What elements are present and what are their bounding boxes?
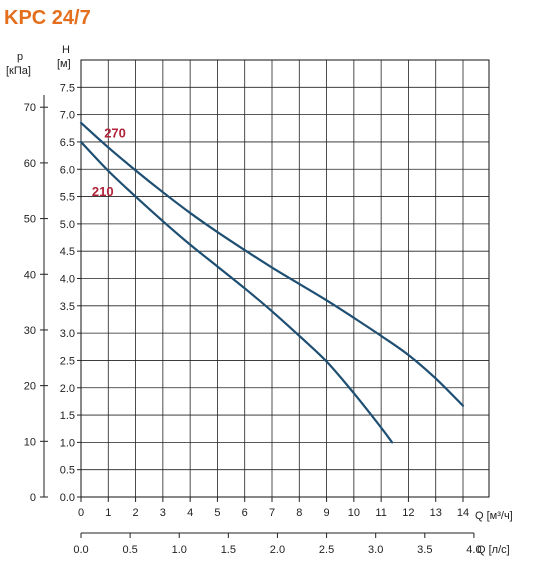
y2-tick-label: 10 [24, 436, 36, 448]
x2-tick-label: 2.0 [270, 544, 285, 556]
x2-tick-label: 2.5 [319, 544, 334, 556]
x2-tick-label: 3.0 [368, 544, 383, 556]
x-tick-label: 14 [457, 507, 469, 519]
y-tick-label: 3.0 [60, 328, 75, 340]
y-tick-label: 7.0 [60, 110, 75, 122]
x-tick-label: 12 [402, 507, 414, 519]
x2-axis-label: Q [л/с] [477, 544, 510, 556]
y2-tick-label: 40 [24, 269, 36, 281]
y-tick-label: 4.0 [60, 274, 75, 286]
x-tick-label: 3 [160, 507, 166, 519]
series-label-270: 270 [104, 126, 126, 141]
x-tick-label: 11 [375, 507, 386, 519]
y-axis-title: H [62, 44, 70, 56]
y-tick-label: 0.5 [60, 465, 75, 477]
y-tick-label: 0.0 [60, 492, 75, 504]
x2-tick-label: 0.5 [122, 544, 137, 556]
y-tick-label: 2.5 [60, 355, 75, 367]
x2-tick-label: 1.5 [221, 544, 236, 556]
x-tick-label: 9 [324, 507, 330, 519]
y-tick-label: 1.5 [60, 410, 75, 422]
y-tick-label: 5.5 [60, 192, 75, 204]
x2-tick-label: 4.0 [466, 544, 481, 556]
x-tick-label: 6 [242, 507, 248, 519]
x-tick-label: 4 [187, 507, 193, 519]
x-tick-label: 8 [296, 507, 302, 519]
y2-tick-label: 70 [24, 102, 36, 114]
y-tick-label: 7.5 [60, 82, 75, 94]
y-tick-label: 5.0 [60, 219, 75, 231]
series-group: 270 210 [79, 121, 465, 444]
chart-title: KPC 24/7 [4, 7, 91, 29]
x-tick-label: 5 [214, 507, 220, 519]
x-tick-label: 10 [348, 507, 360, 519]
y-tick-label: 1.0 [60, 437, 75, 449]
axes: 0 1 2 3 4 5 6 7 8 9 10 11 12 13 140.00.51.01.52.02.53.… [24, 82, 482, 556]
y-tick-label: 4.5 [60, 246, 75, 258]
y-tick-label: 6.0 [60, 164, 75, 176]
y-tick-label: 6.5 [60, 137, 75, 149]
series-line-210 [79, 140, 394, 444]
x2-tick-label: 0.0 [73, 544, 88, 556]
x-axis-label: Q [м³/ч] [475, 510, 513, 522]
grid [80, 59, 490, 498]
x-tick-label: 7 [269, 507, 275, 519]
y2-axis-unit: [кПа] [6, 65, 31, 77]
axis-labels: H [м] p [кПа] Q [м³/ч] Q [л/с] [6, 44, 513, 556]
x-tick-label: 1 [105, 507, 111, 519]
x2-tick-label: 3.5 [417, 544, 432, 556]
y2-tick-label: 0 [30, 492, 36, 504]
x-tick-label: 0 [78, 507, 84, 519]
x-tick-label: 13 [430, 507, 442, 519]
y2-tick-label: 50 [24, 214, 36, 226]
y-axis-unit: [м] [57, 58, 71, 70]
y-tick-label: 3.5 [60, 301, 75, 313]
x-tick-label: 2 [133, 507, 139, 519]
y2-tick-label: 60 [24, 158, 36, 170]
x2-tick-label: 1.0 [172, 544, 187, 556]
y-tick-label: 2.0 [60, 383, 75, 395]
series-line-270 [79, 121, 465, 407]
y2-tick-label: 30 [24, 325, 36, 337]
series-label-210: 210 [92, 184, 114, 199]
y2-tick-label: 20 [24, 381, 36, 393]
y2-axis-title: p [17, 51, 23, 63]
